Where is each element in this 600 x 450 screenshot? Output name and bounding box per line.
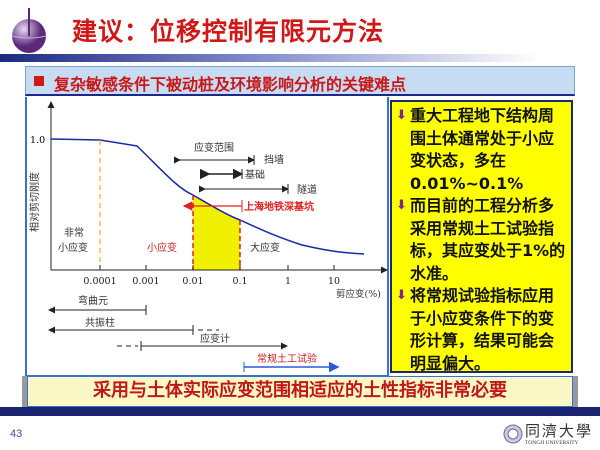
range-label-tunnel: 隧道 — [297, 183, 317, 196]
x-tick-label: 1 — [285, 276, 291, 287]
section-header: 复杂敏感条件下被动桩及环境影响分析的关键难点 — [25, 66, 575, 96]
note-item: ⬇ 将常规试验指标应用于小应变条件下的变形计算，结果可能会明显偏大。 — [396, 285, 567, 375]
footer-bar — [0, 407, 600, 416]
conclusion-banner: 采用与土体实际应变范围相适应的土性指标非常必要 — [22, 376, 578, 407]
strain-range-label: 应变范围 — [194, 141, 234, 154]
key-points-box: ⬇ 重大工程地下结构周围土体通常处于小应变状态，多在0.01%~0.1% ⬇ 而目前… — [390, 100, 573, 373]
slide-title: 建议：位移控制有限元方法 — [72, 17, 385, 46]
x-axis-label: 剪应变(%) — [336, 288, 381, 300]
university-seal-icon — [503, 424, 523, 444]
x-tick-label: 0.1 — [232, 276, 247, 287]
highlight-label: 上海地铁深基坑 — [244, 200, 314, 213]
page-number: 43 — [10, 428, 23, 440]
test-conventional: 常规土工试验 — [257, 352, 317, 365]
zone-very-small-1: 非常 — [64, 226, 84, 239]
bullet-square-icon — [34, 76, 44, 86]
section-header-text: 复杂敏感条件下被动桩及环境影响分析的关键难点 — [54, 75, 407, 94]
arrow-bullet-icon: ⬇ — [396, 108, 407, 123]
arrow-bullet-icon: ⬇ — [396, 198, 407, 213]
test-strain-gauge: 应变计 — [200, 332, 230, 345]
test-bender-element: 弯曲元 — [78, 294, 108, 307]
zone-very-small-2: 小应变 — [58, 241, 88, 254]
university-logo: 同濟大學 TONGJI UNIVERSITY — [503, 420, 598, 450]
small-strain-fill — [193, 195, 240, 270]
note-item: ⬇ 重大工程地下结构周围土体通常处于小应变状态，多在0.01%~0.1% — [396, 105, 567, 195]
note-item: ⬇ 而目前的工程分析多采用常规土工试验指标，其应变处于1%的水准。 — [396, 195, 567, 285]
x-tick-label: 10 — [328, 276, 340, 287]
range-label-retaining-wall: 挡墙 — [264, 153, 284, 166]
range-label-foundation: 基础 — [245, 168, 265, 181]
y-axis-label: 相对剪切刚度 — [28, 172, 41, 232]
x-tick-label: 0.01 — [182, 276, 203, 287]
y-tick-label: 1.0 — [30, 135, 45, 146]
stiffness-curve — [50, 138, 365, 255]
test-resonant-column: 共振柱 — [85, 316, 115, 329]
zone-large: 大应变 — [250, 241, 280, 254]
arrow-bullet-icon: ⬇ — [396, 288, 407, 303]
sphere-logo-icon — [11, 8, 47, 53]
x-tick-label: 0.0001 — [83, 276, 116, 287]
stiffness-strain-diagram: 1.0 相对剪切刚度 0.0001 0.001 0.01 0.1 1 10 剪应… — [25, 97, 389, 377]
zone-small: 小应变 — [147, 241, 177, 254]
conclusion-text: 采用与土体实际应变范围相适应的土性指标非常必要 — [27, 376, 573, 407]
x-tick-label: 0.001 — [132, 276, 159, 287]
title-divider — [0, 54, 600, 62]
